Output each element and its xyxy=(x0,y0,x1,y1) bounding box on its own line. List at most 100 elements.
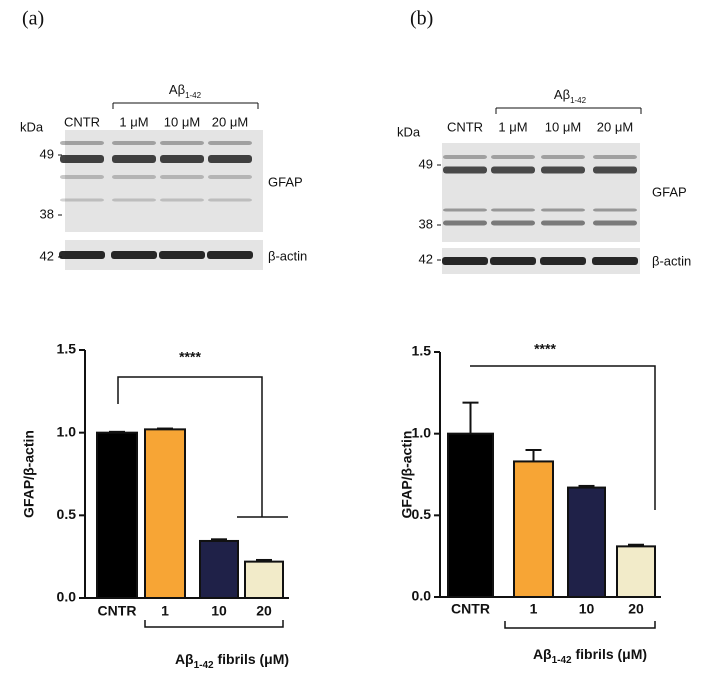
blot-band xyxy=(160,155,204,163)
protein-label: β-actin xyxy=(268,248,307,263)
lane-label: 10 μM xyxy=(164,114,200,129)
blot-band xyxy=(111,251,157,259)
x-axis-label: Aβ1-42 fibrils (μM) xyxy=(533,646,647,666)
bar xyxy=(447,432,494,598)
blot-band xyxy=(443,220,487,226)
blot-band xyxy=(112,175,156,179)
marker-label: 42 xyxy=(40,248,54,263)
blot-band xyxy=(490,257,536,265)
kda-label: kDa xyxy=(397,124,421,139)
y-tick-label: 1.0 xyxy=(57,423,77,439)
treatment-label: Aβ1-42 xyxy=(169,82,202,99)
blot-band xyxy=(491,166,535,174)
protein-label: GFAP xyxy=(652,184,687,199)
blot-band xyxy=(540,257,586,265)
blot-band xyxy=(112,155,156,163)
lane-label: 20 μM xyxy=(597,119,633,134)
blot-band xyxy=(208,155,252,163)
protein-label: GFAP xyxy=(268,174,303,189)
lane-label: 1 μM xyxy=(498,119,527,134)
bar xyxy=(567,486,606,599)
marker-label: 38 xyxy=(419,216,433,231)
group-bracket xyxy=(144,620,284,628)
protein-label: β-actin xyxy=(652,253,691,268)
blot-band xyxy=(443,208,487,212)
x-tick-label: 1 xyxy=(530,601,538,617)
blot-band xyxy=(112,198,156,202)
blot-band xyxy=(443,155,487,159)
blot-band xyxy=(541,208,585,212)
bar xyxy=(244,560,284,599)
y-tick-label: 0.5 xyxy=(412,506,432,522)
y-tick-label: 1.5 xyxy=(57,341,77,357)
blot-band xyxy=(112,141,156,145)
blot-band xyxy=(160,141,204,145)
blot-band xyxy=(541,220,585,226)
blot-band xyxy=(593,166,637,174)
y-axis-label: GFAP/β-actin xyxy=(399,431,415,519)
x-tick-label: 10 xyxy=(211,603,227,619)
y-tick-label: 1.0 xyxy=(412,424,432,440)
group-bracket xyxy=(504,621,656,629)
x-tick-label: 1 xyxy=(161,603,169,619)
bar xyxy=(513,460,554,598)
blot-band xyxy=(442,257,488,265)
blot-band xyxy=(208,198,252,202)
bar xyxy=(96,431,138,599)
blot-band xyxy=(60,175,104,179)
blot-band xyxy=(491,155,535,159)
x-tick-label: 10 xyxy=(579,601,595,617)
significance-label: **** xyxy=(534,341,556,357)
x-tick-label: CNTR xyxy=(451,601,490,617)
y-tick-label: 0.0 xyxy=(412,588,432,604)
blot-band xyxy=(160,175,204,179)
marker-label: 49 xyxy=(419,156,433,171)
blot-band xyxy=(59,251,105,259)
x-tick-label: CNTR xyxy=(98,603,137,619)
blot-band xyxy=(593,155,637,159)
blot-band xyxy=(60,198,104,202)
significance-bracket xyxy=(117,376,263,517)
lane-label: CNTR xyxy=(64,114,100,129)
marker-label: 42 xyxy=(419,251,433,266)
x-axis-label-part: fibrils (μM) xyxy=(214,651,289,667)
blot-band xyxy=(593,208,637,212)
lane-label: CNTR xyxy=(447,119,483,134)
marker-label: 49 xyxy=(40,146,54,161)
x-tick-label: 20 xyxy=(628,601,644,617)
lane-label: 10 μM xyxy=(545,119,581,134)
x-axis-label-part: fibrils (μM) xyxy=(572,646,647,662)
blot-band xyxy=(541,155,585,159)
blot-band xyxy=(159,251,205,259)
treatment-label: Aβ1-42 xyxy=(554,87,587,104)
x-axis-label-part: 1-42 xyxy=(552,655,572,666)
lane-label: 1 μM xyxy=(119,114,148,129)
y-tick-label: 0.5 xyxy=(57,506,77,522)
blot-band xyxy=(60,155,104,163)
significance-bracket xyxy=(470,365,656,510)
bar xyxy=(144,428,186,599)
blot-band xyxy=(491,220,535,226)
blot-band xyxy=(541,166,585,174)
y-tick-label: 1.5 xyxy=(412,343,432,359)
blot-band xyxy=(593,220,637,226)
blot-band xyxy=(491,208,535,212)
y-tick-label: 0.0 xyxy=(57,589,77,605)
significance-label: **** xyxy=(179,349,201,365)
panel-label: (b) xyxy=(410,8,433,30)
blot-band xyxy=(208,175,252,179)
treatment-label-part: 1-42 xyxy=(570,96,587,105)
x-axis-label-part: Aβ xyxy=(175,651,194,667)
treatment-label-part: 1-42 xyxy=(185,91,202,100)
x-axis-label-part: 1-42 xyxy=(194,660,214,671)
treatment-label-part: Aβ xyxy=(169,82,185,97)
kda-label: kDa xyxy=(20,119,44,134)
blot-band xyxy=(60,141,104,145)
blot-band xyxy=(160,198,204,202)
bar xyxy=(616,545,656,598)
blot-band xyxy=(592,257,638,265)
blot-band xyxy=(443,166,487,174)
bar xyxy=(199,539,239,600)
